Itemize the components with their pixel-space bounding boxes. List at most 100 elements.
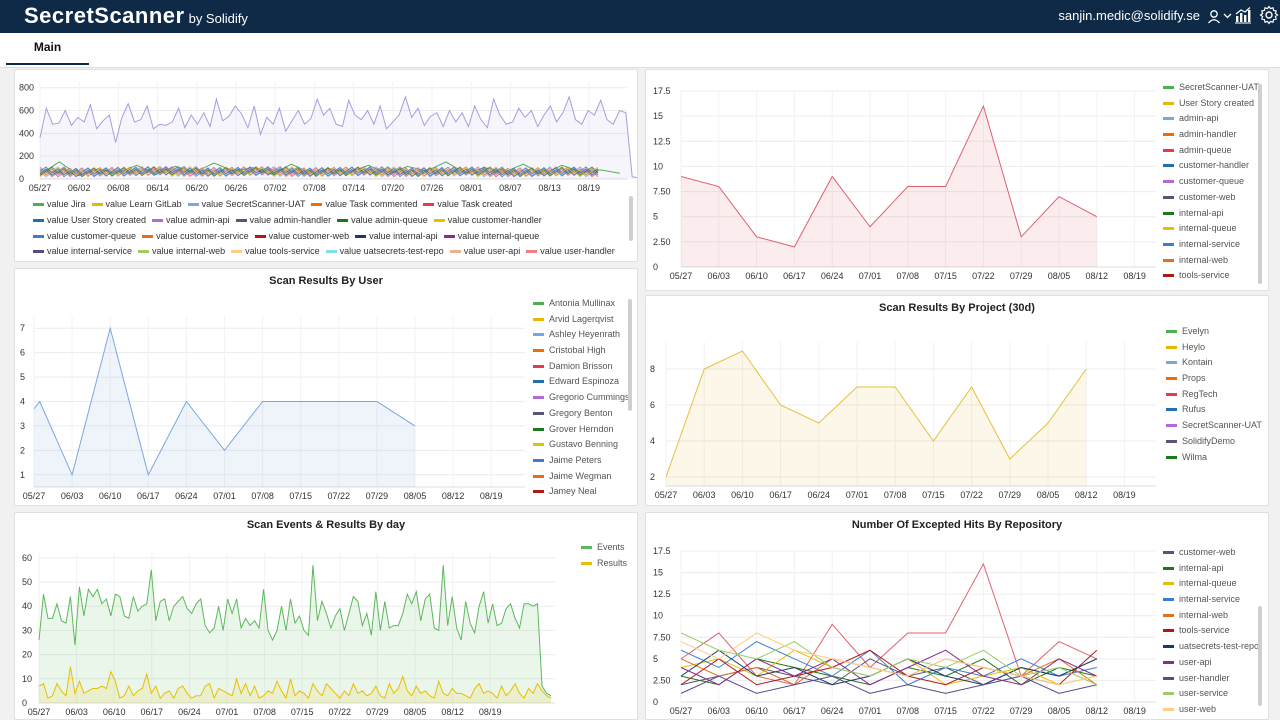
chart-legend: Events Results [581, 540, 637, 572]
y-tick-label: 7.50 [653, 187, 671, 197]
legend-item[interactable]: value tools-service [231, 244, 320, 260]
legend-item[interactable]: value internal-web [138, 244, 225, 260]
legend-item[interactable]: Antonia Mullinax [533, 296, 633, 312]
legend-item[interactable]: value internal-api [355, 229, 438, 245]
legend-item[interactable]: internal-queue [1163, 221, 1263, 237]
legend-item[interactable]: value Task commented [311, 197, 417, 213]
legend-item[interactable]: customer-queue [1163, 174, 1263, 190]
legend-item[interactable]: Gustavo Benning [533, 437, 633, 453]
legend-swatch [533, 317, 544, 321]
legend-scrollbar[interactable] [1258, 84, 1262, 284]
legend-item[interactable]: value User Story created [33, 213, 146, 229]
legend-item[interactable]: value internal-service [33, 244, 132, 260]
legend-item[interactable]: Ashley Heyenrath [533, 327, 633, 343]
legend-item[interactable]: value SecretScanner-UAT [187, 197, 305, 213]
legend-item[interactable]: uatsecrets-test-repo [1163, 639, 1263, 655]
legend-item[interactable]: Grover Herndon [533, 422, 633, 438]
legend-item[interactable]: Kontain [1166, 355, 1266, 371]
x-tick-label: 08/19 [479, 707, 502, 717]
legend-item[interactable]: admin-handler [1163, 127, 1263, 143]
legend-item[interactable]: admin-queue [1163, 143, 1263, 159]
legend-item[interactable]: User Story created [1163, 96, 1263, 112]
legend-item[interactable]: value customer-handler [433, 213, 542, 229]
x-tick-label: 06/03 [65, 707, 88, 717]
analytics-icon[interactable] [1234, 6, 1252, 24]
legend-item[interactable]: Cristobal High [533, 343, 633, 359]
legend-item[interactable]: internal-web [1163, 608, 1263, 624]
x-tick-label: 07/08 [897, 706, 920, 716]
legend-item[interactable]: Results [581, 556, 637, 572]
legend-item[interactable]: Damion Brisson [533, 359, 633, 375]
y-tick-label: 2 [650, 472, 655, 482]
legend-item[interactable]: value admin-handler [235, 213, 331, 229]
legend-item[interactable]: value customer-queue [33, 229, 136, 245]
legend-item[interactable]: Jaime Wegman [533, 469, 633, 485]
legend-label: Evelyn [1182, 326, 1210, 336]
legend-swatch [443, 234, 455, 238]
legend-item[interactable]: Rufus [1166, 402, 1266, 418]
legend-item[interactable]: user-handler [1163, 671, 1263, 687]
legend-item[interactable]: customer-web [1163, 190, 1263, 206]
legend-item[interactable]: value uatsecrets-test-repo [325, 244, 444, 260]
legend-item[interactable]: tools-service [1163, 268, 1263, 284]
legend-item[interactable]: internal-api [1163, 206, 1263, 222]
legend-swatch [1166, 408, 1177, 412]
legend-item[interactable]: value admin-api [152, 213, 230, 229]
legend-item[interactable]: customer-web [1163, 545, 1263, 561]
legend-scrollbar[interactable] [1258, 606, 1262, 706]
legend-item[interactable]: SecretScanner-UAT [1166, 418, 1266, 434]
legend-item[interactable]: value Learn GitLab [91, 197, 182, 213]
legend-item[interactable]: value user-api [449, 244, 520, 260]
legend-swatch [1163, 242, 1174, 246]
legend-scrollbar[interactable] [628, 299, 632, 411]
legend-item[interactable]: internal-queue [1163, 576, 1263, 592]
legend-label: Antonia Mullinax [549, 298, 616, 308]
legend-item[interactable]: value customer-service [142, 229, 249, 245]
user-email[interactable]: sanjin.medic@solidify.se [1058, 8, 1200, 23]
legend-item[interactable]: Gregorio Cummings [533, 390, 633, 406]
legend-item[interactable]: value Jira [33, 197, 86, 213]
legend-item[interactable]: user-service [1163, 686, 1263, 702]
legend-scrollbar[interactable] [629, 196, 633, 241]
tab-main[interactable]: Main [6, 33, 89, 65]
x-tick-label: 06/02 [68, 183, 91, 193]
x-tick-label: 07/08 [251, 491, 274, 501]
legend-item[interactable]: internal-web [1163, 253, 1263, 269]
legend-item[interactable]: user-api [1163, 655, 1263, 671]
legend-item[interactable]: Arvid Lagerqvist [533, 312, 633, 328]
legend-item[interactable]: SolidifyDemo [1166, 434, 1266, 450]
legend-item[interactable]: SecretScanner-UAT [1163, 80, 1263, 96]
legend-item[interactable]: value customer-web [254, 229, 349, 245]
legend-item[interactable]: Jaime Peters [533, 453, 633, 469]
legend-item[interactable]: value user-handler [526, 244, 615, 260]
legend-item[interactable]: internal-service [1163, 237, 1263, 253]
legend-item[interactable]: Evelyn [1166, 324, 1266, 340]
legend-item[interactable]: internal-service [1163, 592, 1263, 608]
legend-item[interactable]: tools-service [1163, 623, 1263, 639]
user-icon[interactable] [1207, 9, 1233, 25]
legend-item[interactable]: admin-api [1163, 111, 1263, 127]
legend-item[interactable]: Events [581, 540, 637, 556]
legend-item[interactable]: customer-handler [1163, 158, 1263, 174]
legend-item[interactable]: value internal-queue [443, 229, 539, 245]
legend-label: value User Story created [47, 214, 147, 225]
gear-icon[interactable] [1259, 5, 1279, 25]
x-tick-label: 07/15 [922, 490, 945, 500]
legend-item[interactable]: Gregory Benton [533, 406, 633, 422]
legend-item[interactable]: value admin-queue [337, 213, 428, 229]
app-brand[interactable]: SecretScanner by Solidify [24, 3, 248, 29]
legend-item[interactable]: Heylo [1166, 340, 1266, 356]
legend-item[interactable]: internal-api [1163, 561, 1263, 577]
legend-item[interactable]: Jamey Neal [533, 484, 633, 500]
legend-swatch [1163, 692, 1174, 696]
legend-swatch [1163, 164, 1174, 168]
legend-swatch [533, 333, 544, 337]
legend-item[interactable]: RegTech [1166, 387, 1266, 403]
legend-item[interactable]: value Task created [423, 197, 512, 213]
legend-item[interactable]: user-web [1163, 702, 1263, 718]
legend-swatch [533, 427, 544, 431]
legend-item[interactable]: Wilma [1166, 450, 1266, 466]
legend-item[interactable]: Props [1166, 371, 1266, 387]
legend-swatch [325, 250, 337, 254]
legend-item[interactable]: Edward Espinoza [533, 374, 633, 390]
